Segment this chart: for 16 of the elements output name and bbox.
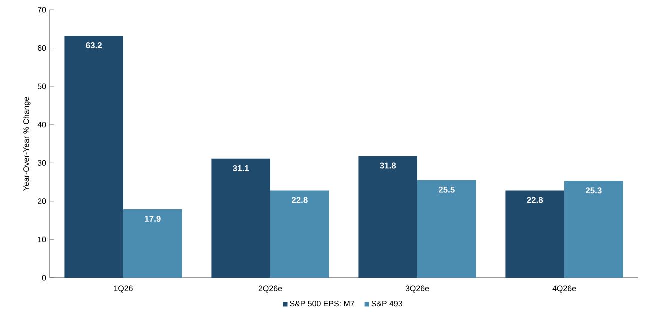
bar [64, 36, 124, 278]
data-label: 63.2 [86, 42, 102, 49]
bar [564, 181, 624, 278]
bar [124, 209, 182, 278]
bar [358, 156, 418, 278]
data-label: 22.8 [527, 197, 544, 204]
data-label: 25.5 [438, 186, 455, 193]
bar [506, 190, 565, 278]
data-label: 25.3 [586, 188, 602, 194]
data-label: 17.9 [145, 216, 161, 222]
data-label: 31.8 [380, 162, 396, 169]
bar [270, 190, 330, 278]
data-label: 31.1 [233, 165, 250, 172]
bar [212, 158, 271, 278]
data-label: 22.8 [292, 197, 308, 204]
bar [418, 180, 476, 278]
